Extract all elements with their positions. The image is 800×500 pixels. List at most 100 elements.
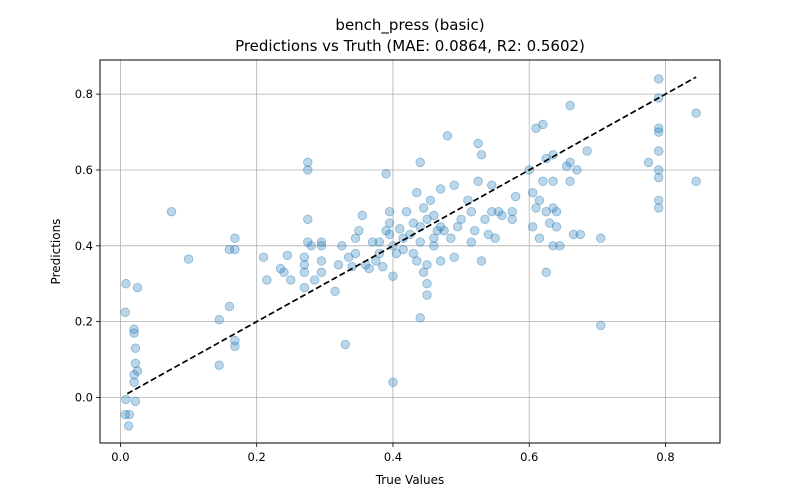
- data-point: [401, 206, 412, 217]
- chart-subtitle: Predictions vs Truth (MAE: 0.0864, R2: 0…: [235, 37, 585, 55]
- data-point: [439, 225, 449, 236]
- y-axis-ticks: 0.0 0.2 0.4 0.6 0.8: [75, 87, 100, 404]
- data-point: [653, 127, 664, 137]
- data-point: [299, 260, 310, 270]
- data-point: [224, 244, 235, 255]
- data-point: [388, 271, 398, 281]
- data-point: [286, 275, 296, 285]
- data-point: [132, 282, 143, 293]
- data-point: [230, 244, 240, 255]
- y-tick-label: 0.4: [75, 239, 93, 253]
- data-point: [429, 241, 439, 251]
- data-point: [531, 203, 541, 213]
- data-point: [395, 224, 405, 234]
- x-tick-label: 0.0: [111, 450, 129, 464]
- data-point: [279, 267, 289, 278]
- data-point: [497, 210, 507, 221]
- data-point: [507, 206, 517, 217]
- data-point: [653, 203, 664, 213]
- y-tick-label: 0.2: [75, 315, 93, 329]
- data-point: [381, 225, 391, 236]
- data-point: [299, 252, 310, 262]
- data-point: [487, 206, 497, 217]
- data-point: [374, 237, 385, 247]
- data-point: [388, 377, 398, 388]
- data-point: [548, 203, 558, 213]
- data-point: [258, 252, 269, 262]
- data-point: [303, 237, 313, 247]
- data-point: [354, 225, 364, 236]
- data-point: [456, 214, 466, 224]
- data-point: [596, 320, 606, 331]
- data-point: [408, 248, 419, 259]
- data-point: [124, 409, 134, 420]
- data-point: [562, 161, 572, 171]
- data-point: [412, 188, 422, 198]
- data-point: [384, 206, 395, 217]
- data-point: [337, 241, 347, 251]
- data-point: [534, 233, 545, 243]
- data-point: [350, 233, 361, 243]
- data-point: [364, 263, 374, 274]
- y-tick-label: 0.8: [75, 87, 93, 101]
- data-point: [435, 222, 446, 232]
- x-tick-label: 0.2: [248, 450, 266, 464]
- data-point: [132, 366, 143, 376]
- data-point: [582, 146, 592, 156]
- data-point: [653, 146, 664, 156]
- data-point: [480, 214, 490, 224]
- data-point: [691, 176, 701, 187]
- data-point: [551, 206, 562, 217]
- data-point: [371, 256, 381, 266]
- data-point: [412, 256, 422, 266]
- data-points: [120, 74, 701, 431]
- data-point: [466, 206, 477, 217]
- data-point: [422, 279, 432, 289]
- data-point: [303, 214, 313, 224]
- data-point: [316, 241, 327, 251]
- data-point: [299, 267, 310, 278]
- data-point: [446, 233, 456, 243]
- data-point: [120, 409, 130, 420]
- data-point: [429, 210, 439, 221]
- data-point: [538, 176, 548, 187]
- data-point: [129, 324, 139, 334]
- data-point: [230, 341, 240, 352]
- data-point: [653, 123, 664, 133]
- x-tick-label: 0.4: [384, 450, 402, 464]
- data-point: [224, 301, 235, 312]
- data-point: [541, 267, 551, 278]
- data-point: [357, 210, 368, 221]
- data-point: [381, 169, 391, 179]
- data-point: [230, 335, 240, 346]
- data-point: [415, 313, 425, 323]
- data-point: [316, 267, 327, 278]
- data-point: [565, 157, 575, 168]
- data-point: [476, 256, 487, 266]
- data-point: [303, 165, 313, 175]
- data-point: [473, 176, 483, 187]
- data-point: [565, 100, 575, 111]
- data-point: [435, 256, 446, 266]
- x-tick-label: 0.8: [656, 450, 674, 464]
- data-point: [262, 275, 272, 285]
- data-point: [121, 279, 131, 289]
- grid-lines: [100, 60, 720, 443]
- data-point: [166, 206, 177, 217]
- chart-title: bench_press (basic): [335, 16, 484, 35]
- data-point: [691, 108, 701, 118]
- y-tick-label: 0.6: [75, 163, 93, 177]
- y-tick-label: 0.0: [75, 390, 93, 404]
- data-point: [449, 252, 459, 262]
- data-point: [442, 131, 453, 141]
- data-point: [575, 229, 586, 240]
- data-point: [350, 248, 361, 259]
- data-point: [541, 206, 551, 217]
- data-point: [531, 123, 541, 133]
- data-point: [398, 244, 408, 255]
- data-point: [551, 222, 562, 232]
- data-point: [422, 214, 432, 224]
- data-point: [303, 157, 313, 168]
- data-point: [527, 222, 538, 232]
- data-point: [432, 225, 442, 236]
